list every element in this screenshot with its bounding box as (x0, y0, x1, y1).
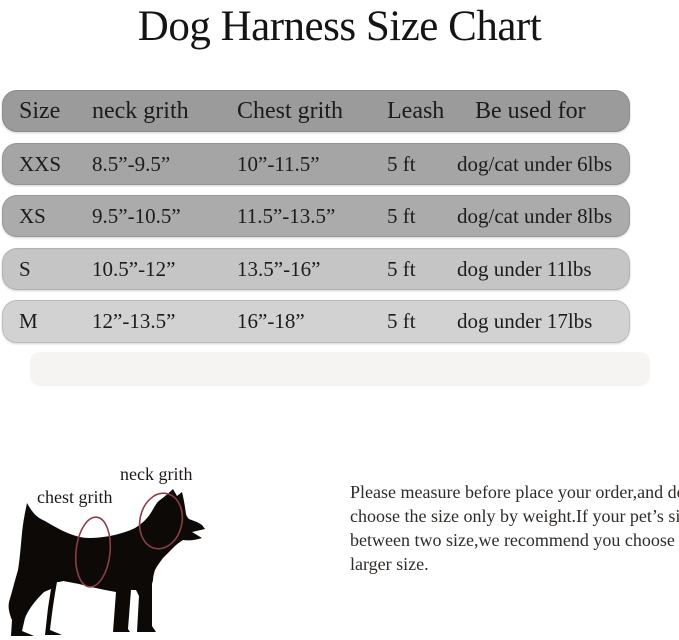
cell-chest-girth: 16”-18” (237, 309, 305, 333)
cell-neck-girth: 8.5”-9.5” (92, 151, 171, 176)
page-title: Dog Harness Size Chart (137, 3, 542, 50)
dog-silhouette-icon (8, 489, 205, 636)
cell-size: XXS (19, 151, 62, 176)
measure-note: Please measure before place your order,a… (350, 480, 679, 576)
cell-neck-girth: 12”-13.5” (92, 309, 176, 333)
cell-be-used-for: dog/cat under 6lbs (457, 151, 613, 176)
table-row-xxs: XXS 8.5”-9.5” 10”-11.5” 5 ft dog/cat und… (2, 143, 630, 185)
cell-leash: 5 ft (387, 203, 416, 228)
note-line: between two size,we recommend you choose… (350, 530, 679, 550)
table-header-row: Size neck grith Chest grith Leash Be use… (2, 90, 630, 132)
chest-girth-ellipse (74, 516, 112, 588)
cell-be-used-for: dog under 11lbs (457, 256, 592, 281)
cell-neck-girth: 9.5”-10.5” (92, 203, 181, 228)
header-neck-girth: neck grith (92, 97, 189, 124)
table-shadow-band (30, 352, 650, 386)
cell-size: M (19, 309, 38, 333)
header-be-used-for: Be used for (475, 97, 586, 124)
chest-girth-label: chest grith (37, 487, 113, 507)
table-row-m: M 12”-13.5” 16”-18” 5 ft dog under 17lbs (2, 300, 630, 343)
cell-size: S (19, 256, 31, 281)
note-line: choose the size only by weight.If your p… (350, 506, 679, 526)
cell-chest-girth: 13.5”-16” (237, 256, 321, 281)
table-row-s: S 10.5”-12” 13.5”-16” 5 ft dog under 11l… (2, 248, 630, 290)
dog-silhouette-diagram (8, 489, 205, 636)
neck-girth-ellipse (138, 492, 184, 550)
neck-girth-label: neck grith (120, 464, 193, 484)
note-line: Please measure before place your order,a… (350, 482, 679, 502)
cell-chest-girth: 11.5”-13.5” (237, 203, 336, 228)
cell-leash: 5 ft (387, 309, 416, 333)
header-leash: Leash (387, 97, 445, 124)
note-line: larger size. (350, 554, 429, 574)
cell-be-used-for: dog/cat under 8lbs (457, 203, 613, 228)
header-chest-girth: Chest grith (237, 97, 343, 124)
cell-leash: 5 ft (387, 256, 416, 281)
header-size: Size (19, 97, 61, 124)
cell-chest-girth: 10”-11.5” (237, 151, 320, 176)
cell-neck-girth: 10.5”-12” (92, 256, 176, 281)
cell-size: XS (19, 203, 46, 228)
cell-leash: 5 ft (387, 151, 416, 176)
table-row-xs: XS 9.5”-10.5” 11.5”-13.5” 5 ft dog/cat u… (2, 195, 630, 237)
cell-be-used-for: dog under 17lbs (457, 309, 593, 333)
